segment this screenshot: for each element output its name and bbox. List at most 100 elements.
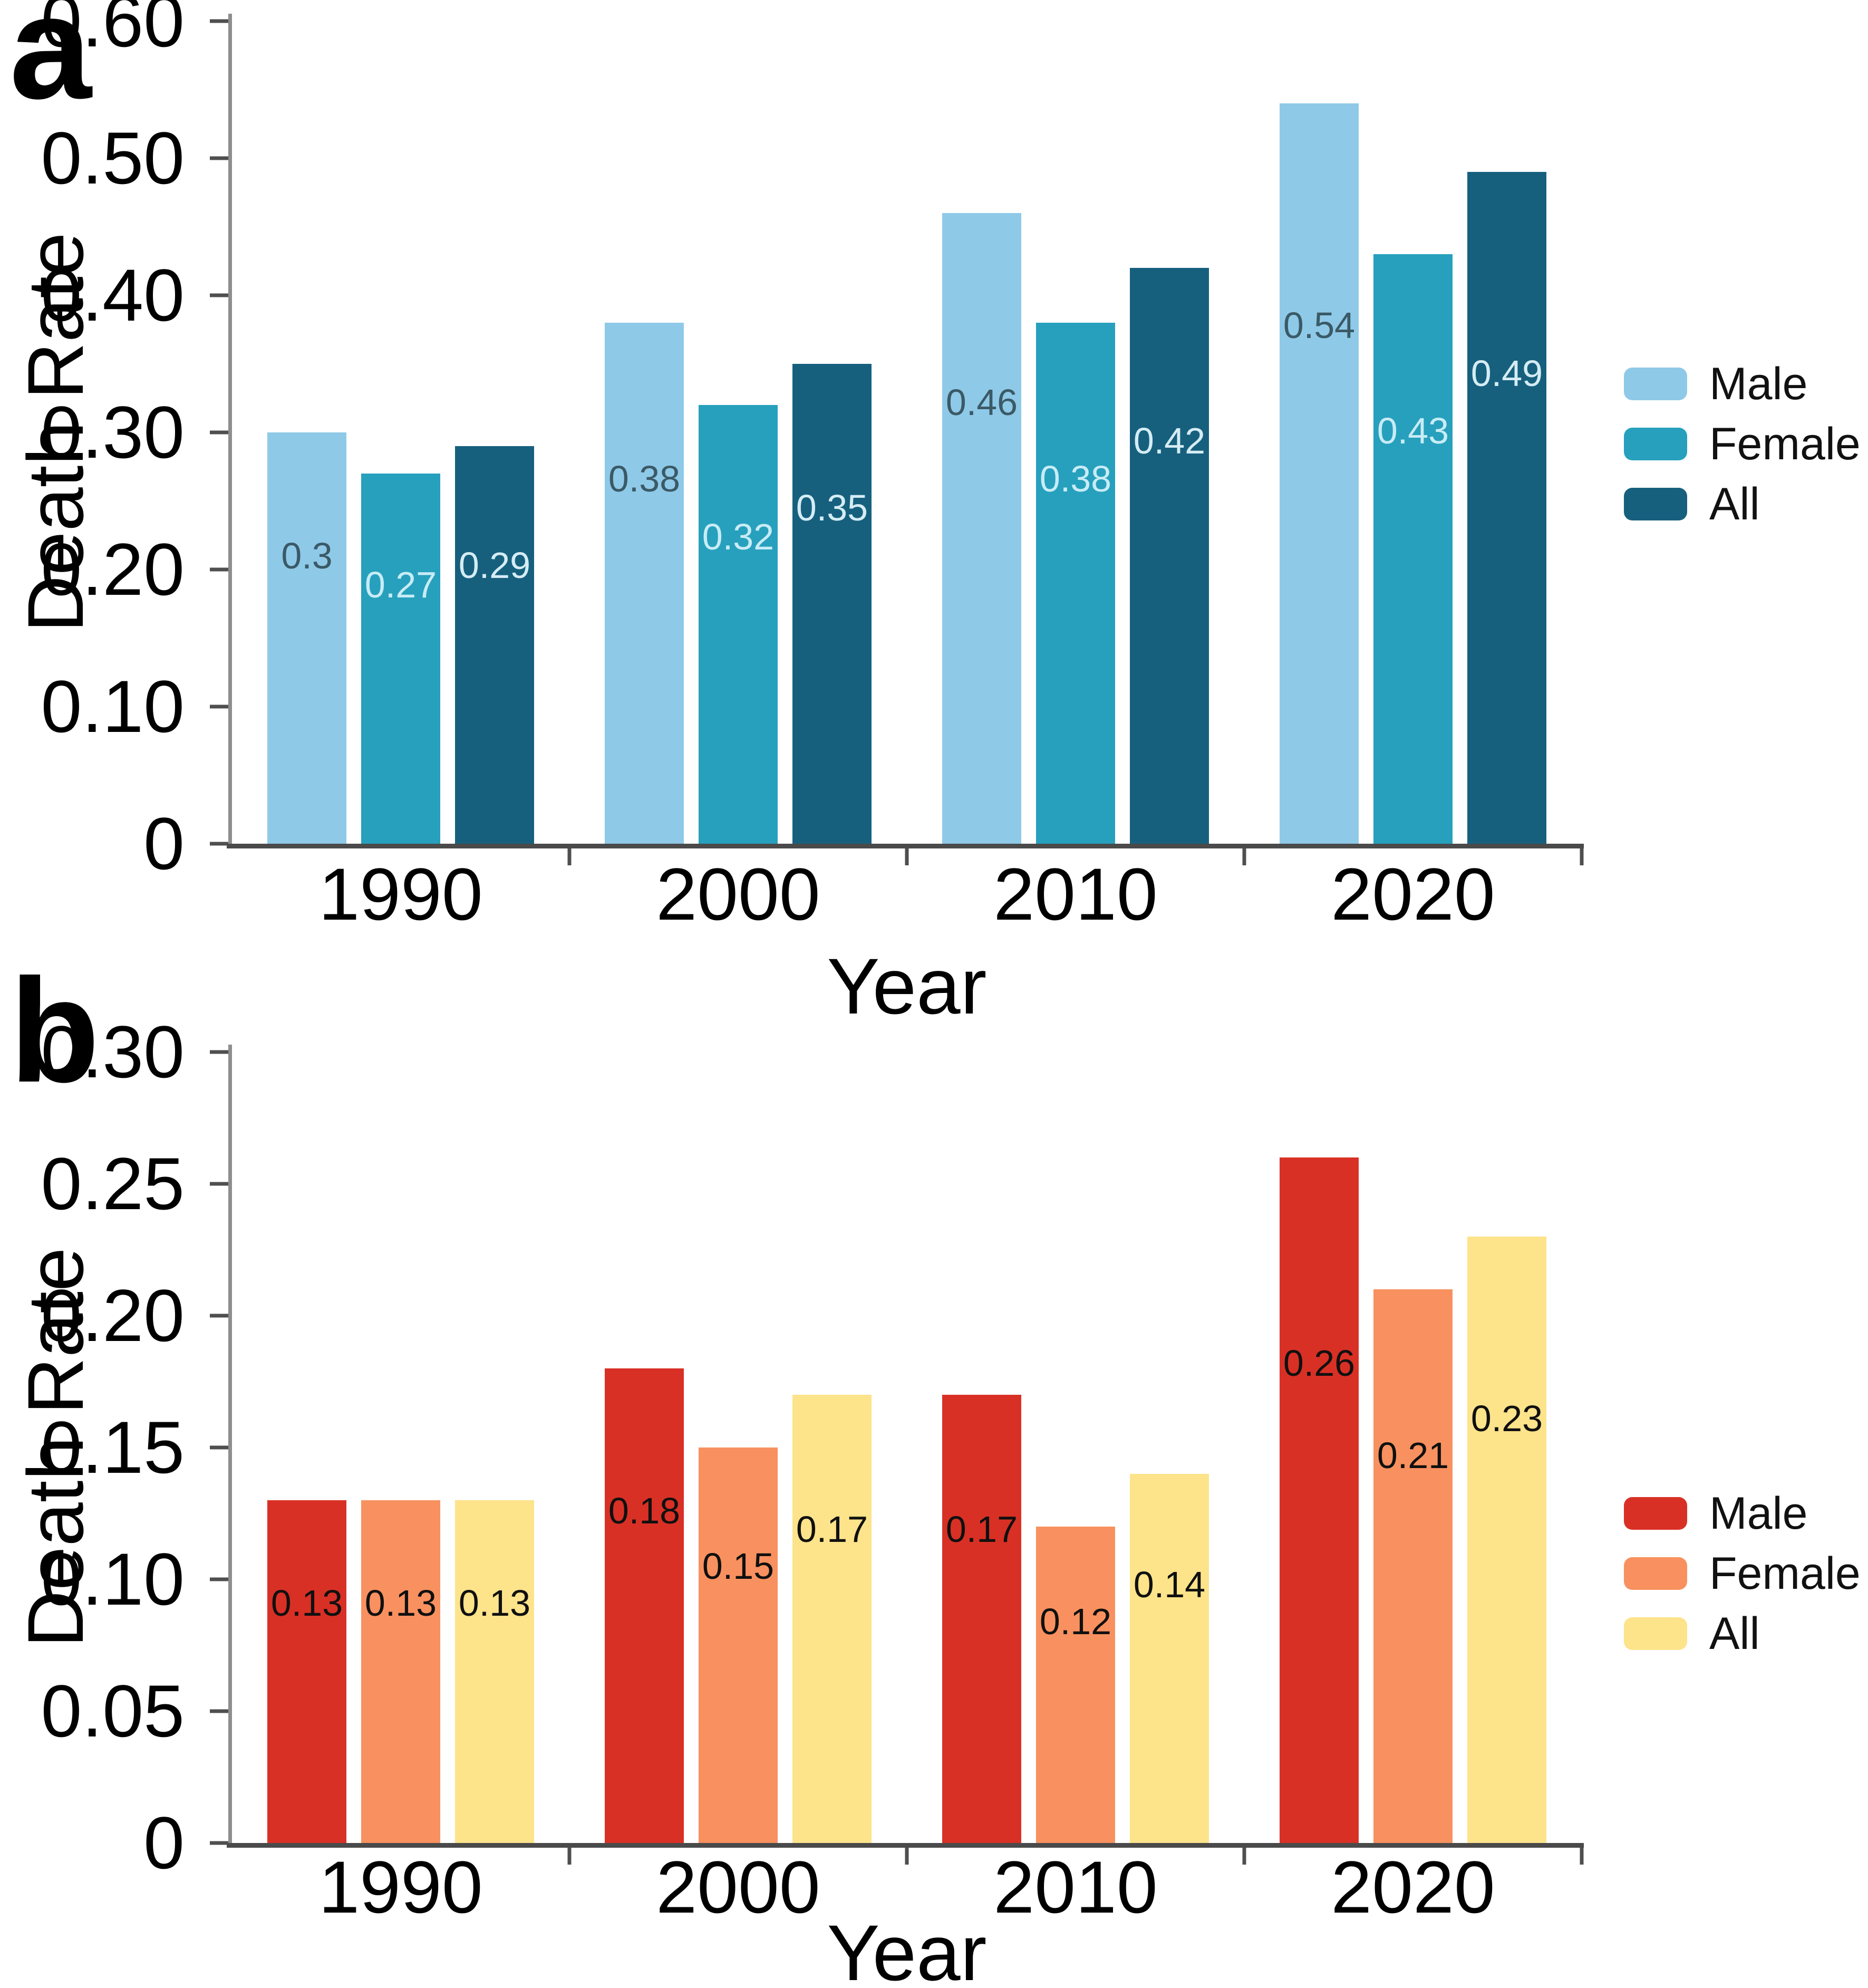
bar-b-2000-male: 0.18	[605, 1368, 684, 1843]
panel-b-y-axis-line	[228, 1045, 232, 1845]
legend-swatch-b-female	[1624, 1557, 1687, 1590]
bar-b-2020-female: 0.21	[1373, 1289, 1453, 1843]
panel-a-x-axis-line	[227, 844, 1584, 848]
bar-value-label-b-2020-all: 0.23	[1470, 1398, 1543, 1439]
y-tick-mark-a-0.60	[210, 19, 228, 23]
bar-b-1990-female: 0.13	[361, 1500, 440, 1843]
y-tick-mark-b-0.05	[210, 1709, 228, 1713]
bar-value-label-a-2020-female: 0.43	[1377, 410, 1449, 452]
legend-label-b-female: Female	[1709, 1548, 1861, 1599]
panel-a-legend: Male Female All	[1624, 358, 1861, 538]
legend-swatch-a-all	[1624, 488, 1687, 520]
bar-value-label-b-2020-female: 0.21	[1377, 1435, 1449, 1476]
y-tick-mark-a-0.50	[210, 156, 228, 160]
panel-a-letter: a	[9, 0, 92, 130]
y-tick-mark-a-0.10	[210, 705, 228, 709]
y-tick-label-b-0: 0	[143, 1801, 185, 1884]
bar-a-1990-female: 0.27	[361, 474, 440, 844]
panel-b-bars: 0.13 0.13 0.13 0.18 0.15 0.17 0.17 0.12 0.14 0.26…	[232, 1052, 1582, 1843]
bar-value-label-b-2000-all: 0.17	[796, 1509, 868, 1550]
bar-a-2000-female: 0.32	[699, 405, 778, 844]
y-tick-label-b-0.20: 0.20	[41, 1274, 185, 1357]
bar-a-2020-all: 0.49	[1467, 172, 1546, 844]
bar-a-1990-all: 0.29	[455, 446, 534, 844]
panel-a-bars: 0.3 0.27 0.29 0.38 0.32 0.35 0.46 0.38 0.42 0.54 0…	[232, 21, 1582, 844]
legend-label-b-male: Male	[1709, 1488, 1808, 1539]
x-tick-mark-a-2	[905, 848, 909, 865]
bar-a-1990-male: 0.3	[267, 432, 346, 844]
y-tick-label-a-0.10: 0.10	[41, 665, 185, 748]
bar-a-2000-male: 0.38	[605, 323, 684, 844]
bar-value-label-b-1990-male: 0.13	[270, 1582, 343, 1624]
bar-b-2020-all: 0.23	[1467, 1237, 1546, 1843]
panel-a-x-ticks: 1990 2000 2010 2020	[232, 21, 1584, 931]
bar-value-label-b-1990-female: 0.13	[364, 1582, 437, 1624]
bar-b-1990-male: 0.13	[267, 1500, 346, 1843]
y-tick-mark-b-0.25	[210, 1182, 228, 1186]
bar-value-label-a-2000-female: 0.32	[702, 516, 775, 557]
y-tick-mark-a-0	[210, 842, 228, 846]
x-tick-mark-a-4	[1580, 848, 1584, 865]
y-tick-mark-b-0	[210, 1841, 228, 1845]
bar-value-label-a-2020-all: 0.49	[1470, 353, 1543, 394]
bar-a-2000-all: 0.35	[792, 364, 872, 844]
legend-item-a-male: Male	[1624, 358, 1861, 410]
y-tick-label-b-0.30: 0.30	[41, 1010, 185, 1093]
y-tick-mark-b-0.30	[210, 1050, 228, 1054]
bar-value-label-a-1990-male: 0.3	[281, 535, 333, 576]
x-tick-mark-b-2	[905, 1848, 909, 1865]
y-tick-mark-b-0.15	[210, 1445, 228, 1450]
bar-a-2010-male: 0.46	[942, 213, 1021, 844]
bar-b-2020-male: 0.26	[1280, 1157, 1359, 1843]
x-tick-label-a-2020: 2020	[1331, 853, 1495, 935]
legend-label-b-all: All	[1709, 1608, 1760, 1659]
y-tick-label-b-0.05: 0.05	[41, 1669, 185, 1752]
panel-a-x-axis-title: Year	[827, 942, 987, 1030]
bar-value-label-a-1990-female: 0.27	[364, 564, 437, 605]
y-tick-label-b-0.25: 0.25	[41, 1142, 185, 1225]
x-tick-label-b-2020: 2020	[1331, 1846, 1495, 1928]
panel-b-x-axis-line	[227, 1843, 1584, 1848]
bar-a-2010-all: 0.42	[1130, 268, 1209, 844]
panel-b-x-axis-title: Year	[827, 1908, 987, 1988]
y-tick-label-b-0.10: 0.10	[41, 1538, 185, 1620]
panel-b-x-ticks: 1990 2000 2010 2020	[232, 1052, 1584, 1924]
x-tick-label-b-1990: 1990	[318, 1846, 483, 1928]
panel-b-legend: Male Female All	[1624, 1487, 1861, 1667]
y-tick-label-a-0.60: 0.60	[41, 0, 185, 62]
y-tick-label-a-0: 0	[143, 802, 185, 885]
panel-a-y-ticks: 0 0.10 0.20 0.30 0.40 0.50 0.60	[41, 0, 1582, 881]
bar-b-2000-female: 0.15	[699, 1447, 778, 1843]
bar-value-label-a-1990-all: 0.29	[458, 545, 531, 586]
panel-b-letter: b	[9, 949, 100, 1113]
bar-a-2020-female: 0.43	[1373, 254, 1453, 844]
x-tick-label-a-2010: 2010	[993, 853, 1158, 935]
x-tick-mark-b-4	[1580, 1848, 1584, 1865]
y-tick-mark-a-0.40	[210, 293, 228, 297]
bar-value-label-a-2000-male: 0.38	[608, 458, 681, 500]
x-tick-mark-a-3	[1242, 848, 1246, 865]
bar-a-2010-female: 0.38	[1036, 323, 1115, 844]
y-tick-mark-b-0.20	[210, 1314, 228, 1318]
legend-label-a-female: Female	[1709, 419, 1861, 469]
legend-swatch-b-all	[1624, 1617, 1687, 1650]
panel-b-y-ticks: 0 0.05 0.10 0.15 0.20 0.25 0.30	[41, 1015, 1582, 1880]
y-tick-mark-a-0.20	[210, 567, 228, 572]
legend-item-b-male: Male	[1624, 1487, 1861, 1540]
bar-b-2010-all: 0.14	[1130, 1474, 1209, 1843]
legend-item-a-female: Female	[1624, 418, 1861, 470]
y-tick-mark-a-0.30	[210, 430, 228, 435]
x-tick-mark-b-3	[1242, 1848, 1246, 1865]
y-tick-label-b-0.15: 0.15	[41, 1406, 185, 1489]
bar-value-label-b-2010-female: 0.12	[1039, 1601, 1112, 1642]
legend-swatch-b-male	[1624, 1497, 1687, 1530]
panel-a-plot-area: 0 0.10 0.20 0.30 0.40 0.50 0.60 0.3 0.27 0.29 0.3…	[41, 0, 1584, 931]
bar-value-label-b-2000-male: 0.18	[608, 1490, 681, 1531]
x-tick-label-a-2000: 2000	[656, 853, 820, 935]
bar-value-label-a-2020-male: 0.54	[1283, 305, 1356, 346]
legend-swatch-a-female	[1624, 428, 1687, 460]
y-tick-label-a-0.40: 0.40	[41, 254, 185, 337]
bar-value-label-b-2010-male: 0.17	[945, 1509, 1018, 1550]
legend-label-a-all: All	[1709, 479, 1760, 529]
y-tick-label-a-0.50: 0.50	[41, 117, 185, 199]
